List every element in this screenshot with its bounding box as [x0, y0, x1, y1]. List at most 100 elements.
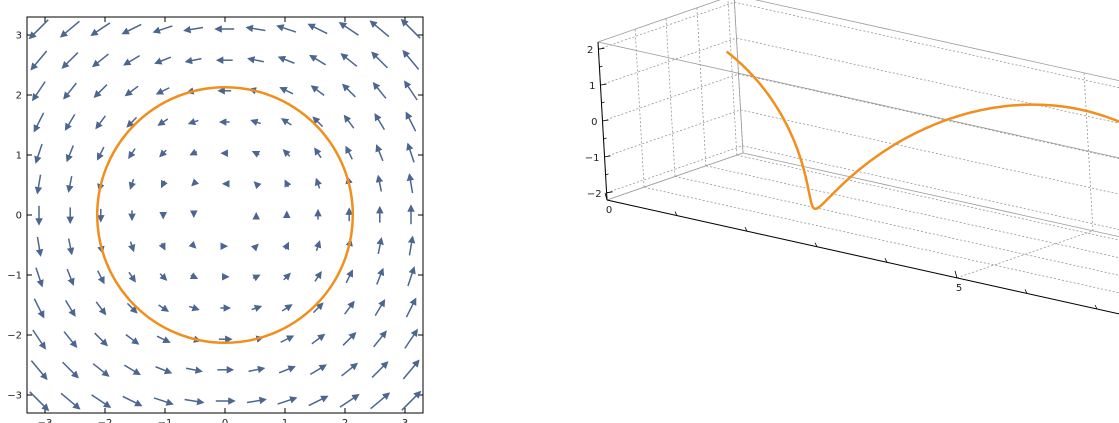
z-tick-label: −2 — [587, 189, 602, 200]
field-arrow — [278, 365, 296, 374]
box-edge — [742, 152, 1119, 238]
z-tick — [604, 155, 611, 158]
field-arrow — [33, 112, 45, 133]
field-arrow — [159, 272, 168, 281]
z-tick-label: 1 — [589, 81, 595, 92]
field-arrow — [245, 24, 266, 33]
z-tick — [606, 191, 613, 194]
grid-line — [736, 37, 1119, 124]
field-arrow — [95, 115, 106, 130]
field-arrow — [375, 174, 384, 192]
field-arrow — [63, 331, 78, 349]
helix-curve — [725, 50, 1119, 211]
z-tick — [600, 83, 607, 86]
field-arrow — [342, 332, 357, 346]
field-arrow — [28, 19, 49, 40]
field-arrow — [253, 181, 262, 190]
field-arrow — [128, 241, 136, 253]
grid-line — [598, 1, 735, 50]
field-arrow — [406, 142, 415, 163]
field-arrow — [372, 81, 387, 99]
y-tick-label: 0 — [16, 211, 22, 222]
field-arrow — [371, 361, 389, 378]
x-tick-label: −1 — [158, 418, 173, 423]
field-arrow — [122, 395, 143, 407]
field-arrow — [404, 328, 418, 349]
field-arrow — [308, 395, 329, 407]
field-arrow — [373, 330, 387, 348]
x-tick-label: −2 — [98, 418, 113, 423]
field-arrow — [277, 396, 298, 405]
field-arrow — [30, 360, 48, 381]
field-arrow — [64, 113, 76, 131]
field-arrow — [280, 335, 295, 343]
z-tick — [598, 47, 605, 50]
field-arrow — [376, 267, 385, 285]
z-tick — [601, 101, 605, 104]
field-arrow — [340, 53, 358, 67]
grid-line — [644, 186, 1119, 294]
field-arrow — [155, 87, 170, 95]
field-arrow — [247, 56, 264, 64]
box-edge — [606, 199, 1119, 315]
field-arrow — [34, 174, 43, 195]
field-arrow — [345, 145, 353, 160]
field-arrow — [246, 396, 267, 405]
field-arrow — [157, 118, 169, 126]
field-arrow — [128, 271, 136, 283]
field-arrow — [123, 364, 141, 376]
field-arrow — [126, 302, 138, 314]
x-tick-label: 2 — [342, 418, 348, 423]
vector-field-plot: −3 −2 −1 0 1 2 3 −3 −2 −1 0 1 2 3 — [7, 16, 424, 423]
grid-line — [665, 18, 676, 177]
z-tick-label: −1 — [585, 153, 600, 164]
field-arrow — [252, 274, 261, 282]
field-arrow — [121, 23, 142, 35]
x-tick-label: −3 — [38, 418, 53, 423]
x-tick-label: 3 — [402, 418, 408, 423]
field-arrow — [63, 82, 77, 100]
field-arrow — [29, 391, 50, 412]
field-arrow — [188, 304, 200, 312]
field-arrow — [369, 20, 390, 38]
field-arrow — [402, 359, 420, 380]
field-arrow — [344, 300, 355, 315]
field-arrow — [158, 304, 170, 312]
field-arrow — [124, 85, 139, 97]
field-arrow — [307, 23, 328, 35]
box-edge — [754, 0, 1119, 82]
field-arrow — [125, 334, 140, 345]
x-tick-label: 0 — [606, 205, 612, 216]
field-arrow — [343, 114, 355, 129]
x-axis — [606, 199, 1119, 315]
field-arrow — [404, 80, 418, 101]
field-arrow — [309, 54, 327, 66]
field-arrow — [153, 397, 174, 406]
field-arrow — [250, 118, 262, 126]
y-tick-label: 1 — [16, 151, 22, 162]
z-tick-label: 0 — [591, 117, 597, 128]
z-tick-label: 2 — [587, 45, 593, 56]
field-arrow — [93, 84, 108, 98]
field-arrow — [250, 243, 259, 252]
field-arrow — [314, 270, 322, 282]
x-tick — [954, 270, 958, 278]
field-arrow — [35, 236, 44, 257]
field-arrow — [184, 56, 202, 65]
grid-line — [674, 176, 1119, 276]
grid-line — [600, 37, 737, 86]
z-tick — [603, 137, 607, 140]
field-arrow — [189, 148, 198, 156]
grid-line — [634, 29, 645, 188]
box-edge — [597, 0, 721, 43]
field-arrow — [309, 364, 327, 376]
y-tick-label: 2 — [16, 91, 22, 102]
y-tick-label: 3 — [16, 31, 22, 42]
field-arrow — [402, 49, 420, 70]
field-arrow — [160, 179, 168, 189]
field-arrow — [189, 272, 199, 280]
z-tick — [602, 119, 609, 122]
field-arrow — [191, 178, 200, 187]
field-arrow — [338, 22, 359, 36]
field-arrow — [152, 25, 173, 34]
